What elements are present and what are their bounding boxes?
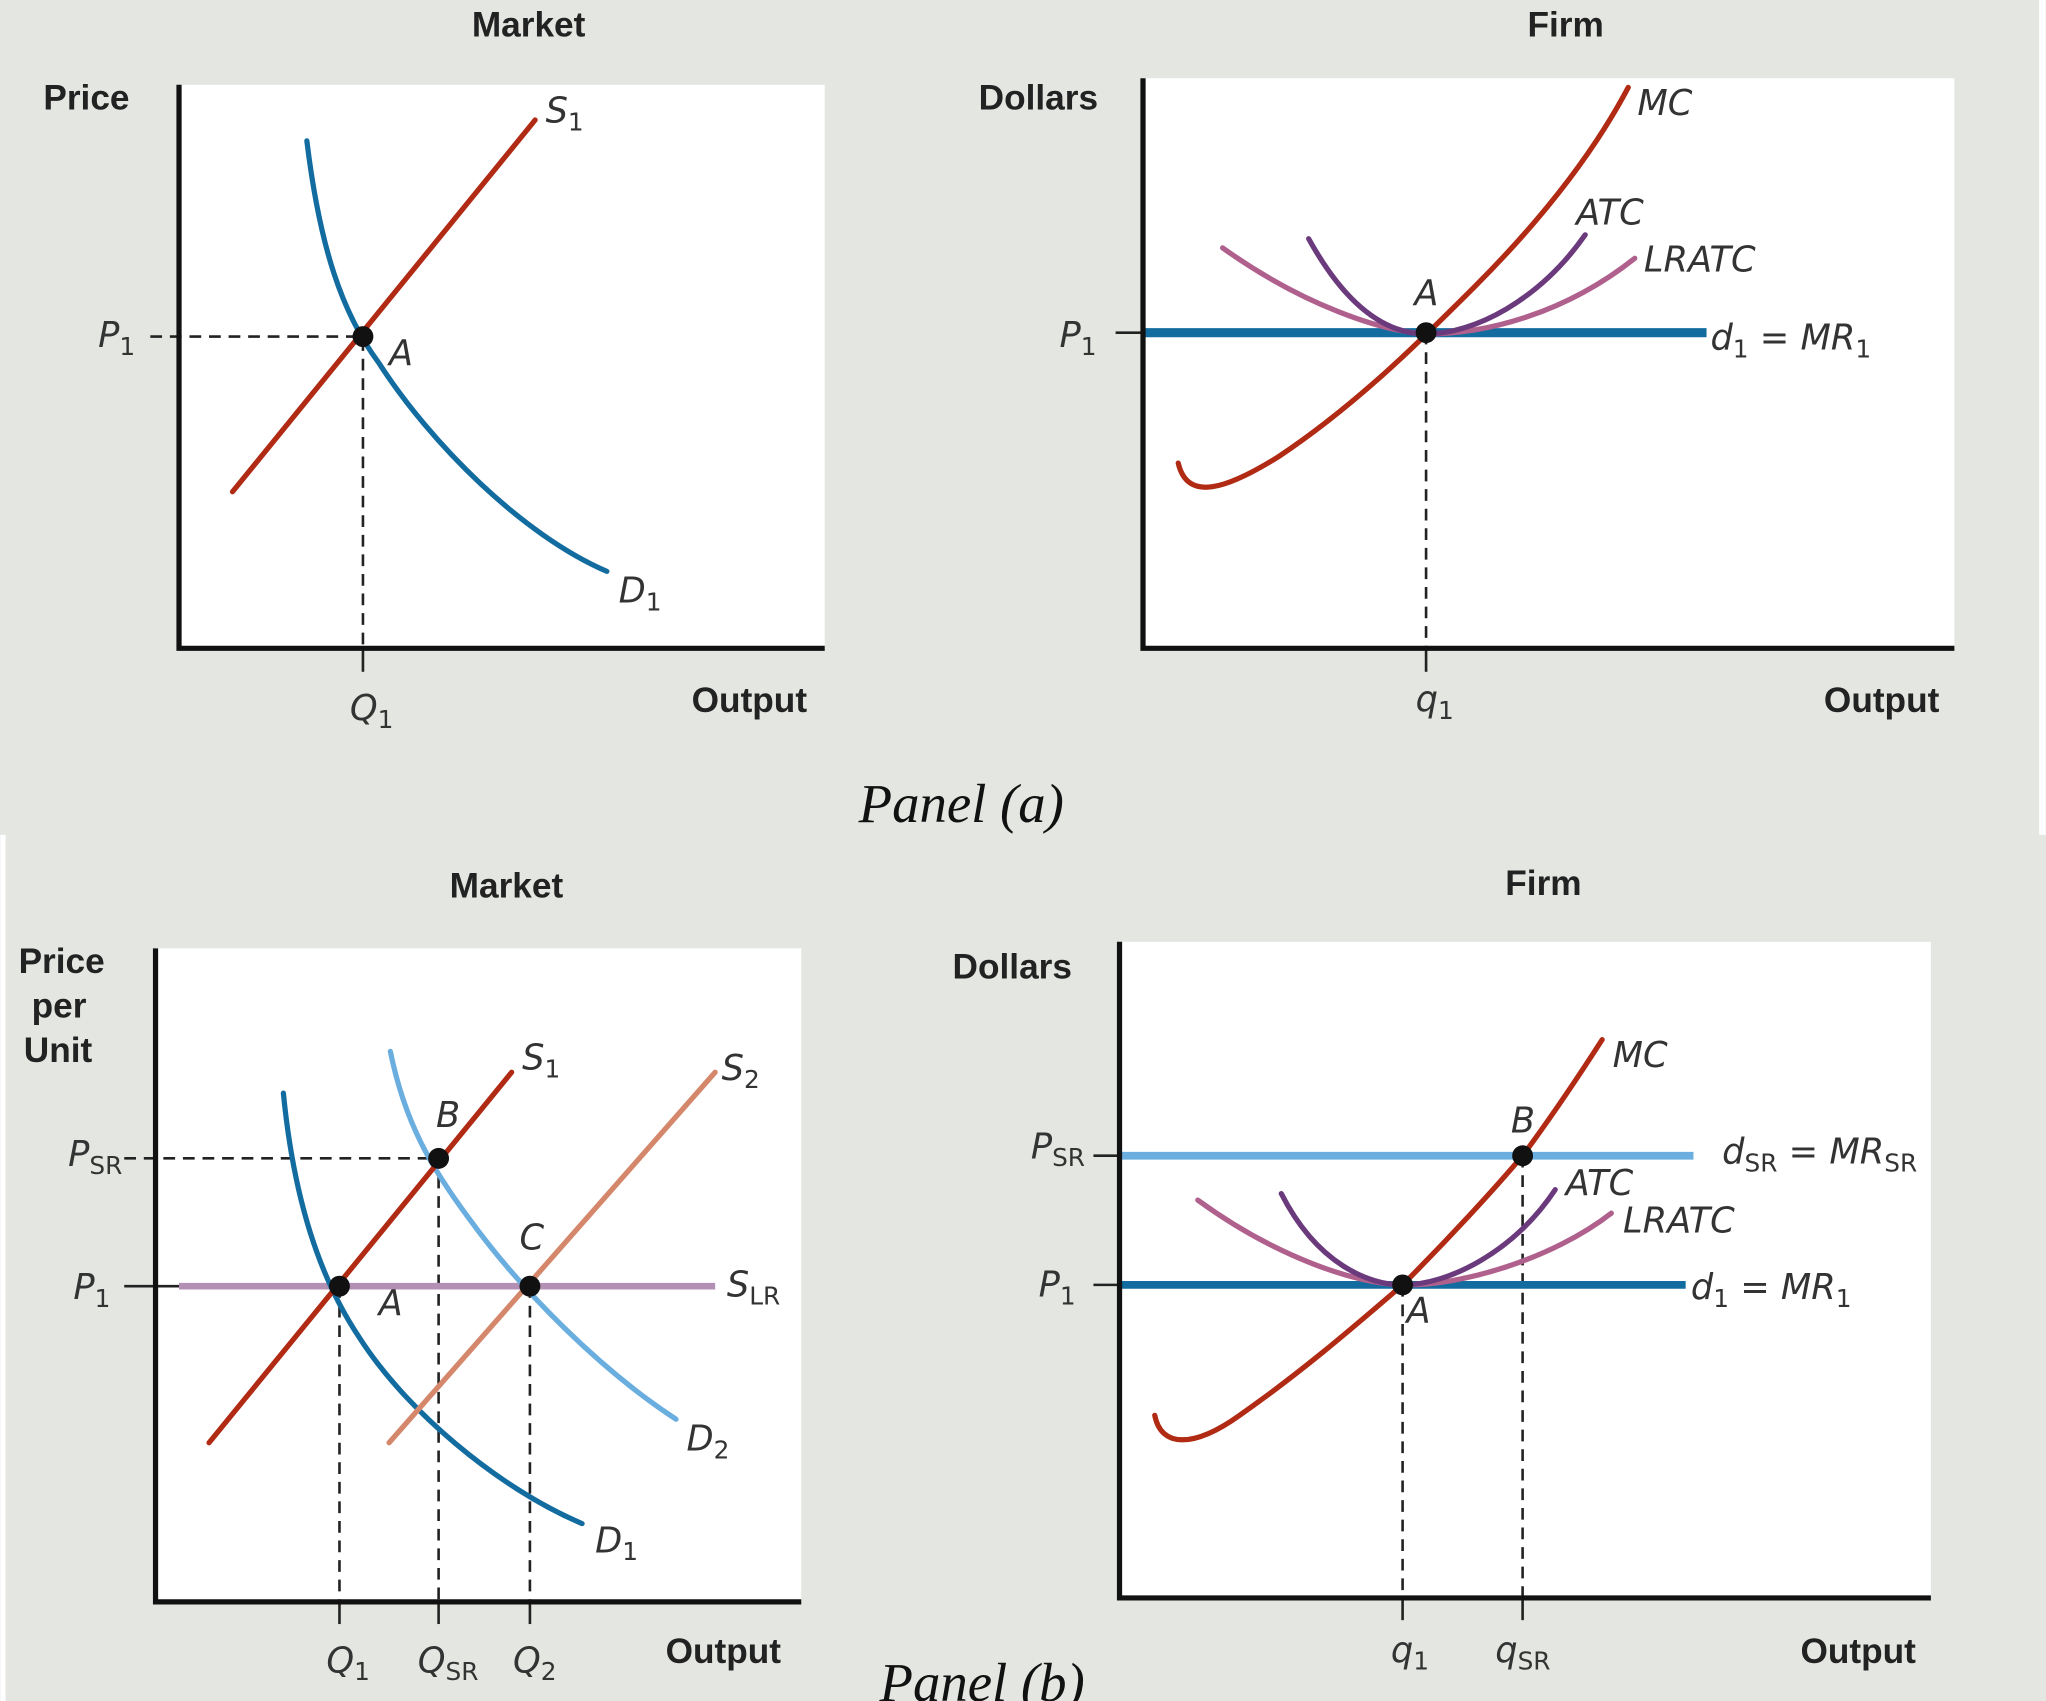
demand-curve-d1 bbox=[280, 1090, 585, 1527]
point-b-label: B bbox=[1511, 1100, 1535, 1141]
panel-b-firm-graph: Firm Dollars Output MC ATC LRATC dSR = M… bbox=[953, 864, 1931, 1676]
p1-label: P1 bbox=[73, 1267, 110, 1313]
qsr-label: qSR bbox=[1495, 1630, 1550, 1676]
point-a bbox=[329, 1275, 350, 1297]
mc-curve bbox=[1175, 84, 1631, 490]
mc-label: MC bbox=[1613, 1035, 1668, 1076]
d1-mr1-label: d1 = MR1 bbox=[1691, 1267, 1852, 1313]
axes bbox=[152, 948, 802, 1605]
d1-label: D1 bbox=[619, 571, 662, 617]
p1-label: P1 bbox=[1060, 315, 1097, 361]
supply-curve-s2 bbox=[386, 1069, 718, 1446]
y-label-line-3: Unit bbox=[24, 1031, 93, 1070]
axes bbox=[1116, 941, 1931, 1601]
s1-label: S1 bbox=[522, 1038, 560, 1084]
point-b bbox=[428, 1147, 450, 1169]
s2-label: S2 bbox=[722, 1048, 760, 1094]
qsr-label: QSR bbox=[418, 1640, 479, 1686]
p1-label: P1 bbox=[98, 315, 135, 361]
axes bbox=[176, 84, 825, 651]
psr-label: PSR bbox=[68, 1134, 122, 1180]
q1-qsr-guides bbox=[1401, 1155, 1524, 1598]
supply-curve-s1 bbox=[206, 1069, 515, 1446]
panel-a-market-graph: Market Price Output S1 D1 P1 Q1 A bbox=[43, 6, 825, 734]
dsr-mrsr-label: dSR = MRSR bbox=[1722, 1132, 1917, 1178]
p1-label: P1 bbox=[1039, 1265, 1076, 1311]
panel-a-firm-graph: Firm Dollars Output MC ATC LRATC d1 = MR… bbox=[979, 6, 1955, 725]
panel-b-firm-title: Firm bbox=[1505, 864, 1581, 903]
s1-label: S1 bbox=[546, 91, 584, 137]
point-c bbox=[519, 1275, 541, 1297]
y-label-line-1: Price bbox=[19, 942, 105, 981]
panel-b-market-title: Market bbox=[450, 866, 564, 905]
q1-label: Q1 bbox=[326, 1640, 370, 1686]
panel-a-market-title: Market bbox=[472, 6, 586, 45]
panel-b-caption: Panel (b) bbox=[879, 1652, 1085, 1701]
q1-label: q1 bbox=[1416, 679, 1454, 725]
axes bbox=[1140, 78, 1955, 651]
q1-label: Q1 bbox=[350, 688, 394, 734]
d2-label: D2 bbox=[686, 1419, 729, 1465]
mc-label: MC bbox=[1637, 83, 1692, 124]
lratc-label: LRATC bbox=[1623, 1201, 1735, 1242]
demand-curve-d2 bbox=[387, 1048, 679, 1422]
point-a bbox=[1392, 1274, 1414, 1296]
point-b-label: B bbox=[436, 1095, 460, 1136]
equilibrium-point-a bbox=[1415, 322, 1437, 344]
p1-q1-guide bbox=[150, 335, 365, 649]
point-a-label: A bbox=[1405, 1291, 1431, 1332]
panel-a-firm-y-label: Dollars bbox=[979, 79, 1098, 118]
supply-curve-s1 bbox=[229, 117, 538, 495]
q1-label: q1 bbox=[1391, 1630, 1429, 1676]
q2-label: Q2 bbox=[513, 1640, 557, 1686]
panel-b-firm-y-label: Dollars bbox=[953, 947, 1072, 986]
point-a-label: A bbox=[1412, 273, 1438, 314]
lratc-label: LRATC bbox=[1644, 239, 1756, 280]
point-c-label: C bbox=[519, 1218, 544, 1259]
atc-label: ATC bbox=[1574, 192, 1644, 233]
q1-q2-guides bbox=[338, 1286, 532, 1602]
atc-label: ATC bbox=[1564, 1163, 1634, 1204]
point-b bbox=[1512, 1145, 1534, 1167]
panel-b-firm-x-label: Output bbox=[1800, 1632, 1916, 1671]
panel-a-firm-title: Firm bbox=[1527, 6, 1603, 45]
panel-a-firm-x-label: Output bbox=[1824, 681, 1940, 720]
point-a-label: A bbox=[387, 333, 413, 374]
panel-a-market-x-label: Output bbox=[692, 681, 808, 720]
panel-a-market-y-label: Price bbox=[43, 79, 129, 118]
panel-a-caption: Panel (a) bbox=[858, 773, 1064, 834]
d1-mr1-label: d1 = MR1 bbox=[1710, 318, 1871, 364]
equilibrium-point-a bbox=[352, 326, 374, 347]
panel-b-market-graph: Market Price per Unit Output S1 S2 SLR D… bbox=[19, 866, 802, 1686]
d1-label: D1 bbox=[595, 1520, 638, 1566]
demand-curve-d1 bbox=[304, 138, 610, 574]
slr-label: SLR bbox=[727, 1265, 780, 1311]
point-a-label: A bbox=[377, 1283, 403, 1324]
y-label-line-2: per bbox=[32, 986, 87, 1025]
panel-b-market-x-label: Output bbox=[666, 1632, 782, 1671]
psr-label: PSR bbox=[1031, 1126, 1085, 1172]
